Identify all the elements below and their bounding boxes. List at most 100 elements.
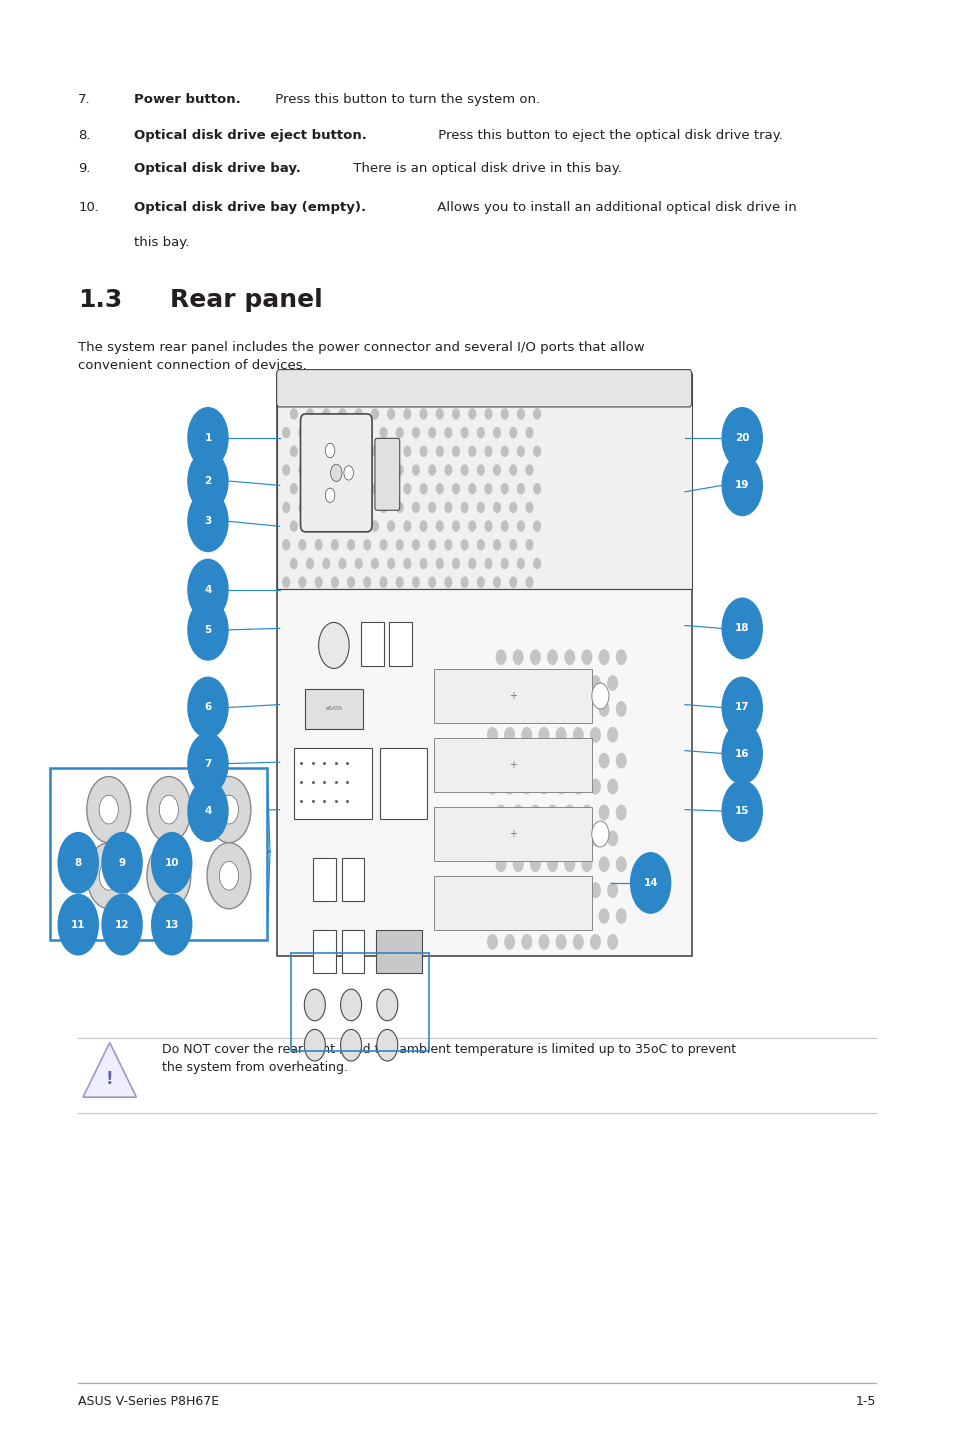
Circle shape (513, 650, 522, 664)
Circle shape (504, 831, 514, 846)
Circle shape (436, 408, 442, 418)
Bar (305, 689, 362, 729)
Circle shape (487, 831, 497, 846)
Bar (434, 807, 592, 861)
Circle shape (147, 777, 191, 843)
Circle shape (477, 464, 483, 475)
Circle shape (412, 427, 419, 437)
Polygon shape (83, 1043, 136, 1097)
FancyBboxPatch shape (375, 439, 399, 510)
Circle shape (290, 483, 296, 493)
Circle shape (372, 446, 377, 456)
Circle shape (152, 894, 192, 955)
Circle shape (461, 427, 467, 437)
Circle shape (477, 577, 483, 587)
Circle shape (188, 600, 228, 660)
Circle shape (509, 577, 517, 587)
Circle shape (494, 464, 499, 475)
Circle shape (147, 843, 191, 909)
Circle shape (469, 521, 475, 531)
Circle shape (590, 676, 599, 690)
Bar (434, 876, 592, 930)
Circle shape (598, 650, 608, 664)
Circle shape (364, 577, 370, 587)
Circle shape (530, 857, 539, 871)
Circle shape (616, 702, 625, 716)
Bar (375, 930, 421, 974)
Circle shape (396, 427, 403, 437)
Circle shape (504, 676, 514, 690)
Circle shape (573, 935, 582, 949)
Circle shape (355, 521, 361, 531)
Circle shape (530, 909, 539, 923)
Circle shape (496, 650, 505, 664)
Circle shape (517, 521, 524, 531)
Circle shape (721, 723, 761, 784)
Circle shape (469, 558, 475, 568)
Circle shape (517, 483, 524, 493)
Text: The system rear panel includes the power connector and several I/O ports that al: The system rear panel includes the power… (78, 341, 644, 372)
Circle shape (477, 502, 483, 512)
Circle shape (188, 452, 228, 512)
Text: 18: 18 (734, 624, 749, 633)
Circle shape (429, 539, 435, 549)
Circle shape (581, 805, 591, 820)
Circle shape (521, 883, 531, 897)
Circle shape (501, 483, 507, 493)
Circle shape (188, 781, 228, 841)
Text: 7: 7 (204, 759, 212, 768)
Text: 10.: 10. (78, 201, 99, 214)
Circle shape (347, 464, 354, 475)
Circle shape (494, 577, 499, 587)
Circle shape (513, 857, 522, 871)
Circle shape (387, 558, 395, 568)
Circle shape (573, 831, 582, 846)
Text: +: + (509, 761, 517, 769)
Text: 2: 2 (204, 476, 212, 486)
Circle shape (412, 577, 419, 587)
Circle shape (525, 427, 532, 437)
Circle shape (429, 577, 435, 587)
Circle shape (99, 861, 118, 890)
Circle shape (496, 754, 505, 768)
Circle shape (322, 446, 329, 456)
Circle shape (376, 989, 397, 1021)
Circle shape (404, 483, 410, 493)
Circle shape (298, 502, 305, 512)
Circle shape (436, 521, 442, 531)
Circle shape (547, 909, 557, 923)
Circle shape (547, 857, 557, 871)
Circle shape (496, 805, 505, 820)
Bar (50, 768, 267, 940)
Circle shape (556, 935, 565, 949)
Circle shape (306, 521, 313, 531)
Circle shape (547, 702, 557, 716)
Circle shape (547, 754, 557, 768)
Circle shape (282, 502, 289, 512)
Circle shape (372, 483, 377, 493)
Circle shape (379, 502, 387, 512)
Circle shape (290, 558, 296, 568)
Circle shape (219, 861, 238, 890)
Text: 7.: 7. (78, 93, 91, 106)
Circle shape (556, 728, 565, 742)
Circle shape (538, 676, 548, 690)
Circle shape (616, 909, 625, 923)
Circle shape (404, 558, 410, 568)
Circle shape (298, 427, 305, 437)
Text: !: ! (106, 1070, 113, 1087)
Circle shape (325, 487, 335, 502)
Circle shape (581, 909, 591, 923)
Circle shape (513, 909, 522, 923)
Circle shape (188, 733, 228, 794)
Circle shape (525, 577, 532, 587)
Circle shape (282, 539, 289, 549)
Circle shape (355, 558, 361, 568)
Circle shape (477, 539, 483, 549)
Circle shape (419, 558, 427, 568)
Circle shape (188, 492, 228, 552)
FancyBboxPatch shape (300, 414, 372, 532)
Circle shape (501, 558, 507, 568)
Circle shape (159, 861, 178, 890)
Circle shape (581, 754, 591, 768)
